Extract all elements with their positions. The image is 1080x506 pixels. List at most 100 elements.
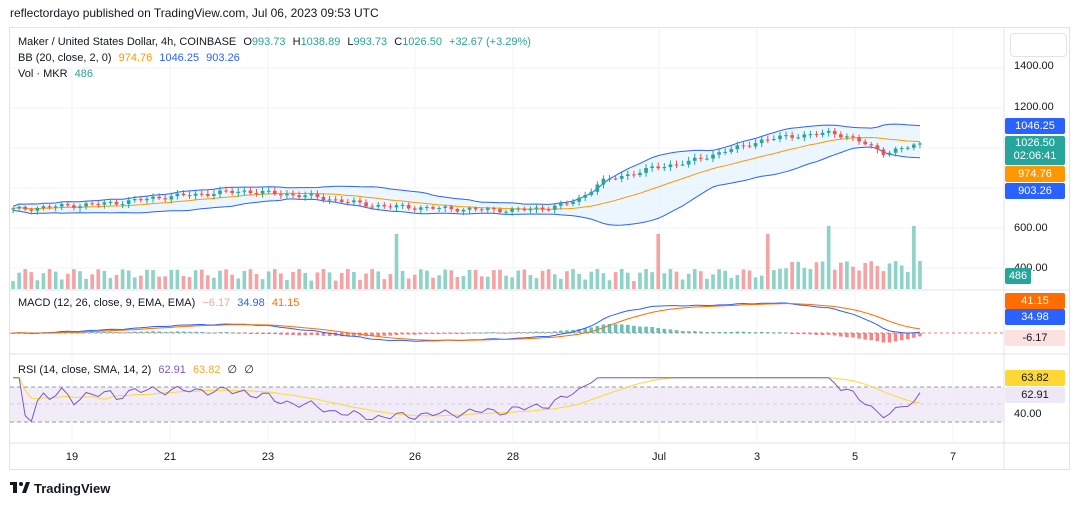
macd-hist-bar — [607, 323, 612, 333]
volume-bar — [601, 273, 606, 289]
volume-bar — [266, 271, 271, 289]
macd-hist-bar — [625, 324, 630, 333]
macd-hist-bar — [218, 332, 222, 334]
volume-bar — [735, 274, 740, 289]
macd-hist-bar — [431, 333, 435, 334]
volume-bar — [467, 269, 472, 289]
volume-bar — [248, 269, 253, 289]
macd-hist-bar — [455, 333, 460, 334]
macd-hist-bar — [723, 332, 728, 334]
tradingview-footer[interactable]: TradingView — [10, 481, 110, 496]
volume-bar — [412, 274, 417, 289]
macd-hist-bar — [96, 332, 101, 334]
macd-hist-bar — [705, 332, 709, 334]
volume-bar — [419, 269, 423, 289]
macd-hist-bar — [303, 333, 308, 336]
candle-body — [668, 164, 673, 168]
rsi-band — [10, 387, 1004, 422]
candle-body — [388, 206, 393, 208]
candle-body — [193, 193, 198, 196]
volume-bar — [114, 274, 119, 289]
volume-bar — [224, 269, 228, 289]
macd-hist-bar — [504, 332, 508, 334]
candle-body — [11, 208, 15, 210]
volume-bar — [212, 277, 216, 289]
candle-body — [534, 207, 539, 209]
macd-hist-value: −6.17 — [202, 297, 231, 309]
symbol-legend[interactable]: Maker / United States Dollar, 4h, COINBA… — [18, 36, 535, 48]
volume-bar — [461, 275, 466, 289]
volume-bar — [406, 278, 411, 289]
volume-bar — [571, 269, 575, 289]
macd-hist-tag: -6.17 — [1005, 330, 1065, 346]
macd-hist-bar — [893, 333, 898, 342]
volume-bar — [552, 274, 557, 289]
candle-body — [41, 206, 46, 208]
volume-bar — [187, 277, 192, 289]
candle-body — [498, 209, 502, 213]
macd-hist-bar — [674, 330, 679, 333]
candle-body — [120, 204, 125, 206]
macd-hist-bar — [601, 324, 606, 333]
macd-legend[interactable]: MACD (12, 26, close, 9, EMA, EMA) −6.17 … — [18, 297, 303, 309]
volume-bar — [260, 279, 265, 289]
candle-body — [680, 164, 685, 166]
candle-body — [674, 164, 679, 166]
macd-hist-bar — [382, 333, 387, 336]
macd-hist-bar — [613, 324, 618, 333]
macd-hist-bar — [839, 333, 843, 337]
macd-hist-bar — [163, 331, 168, 333]
macd-hist-bar — [248, 333, 253, 334]
volume-bar — [364, 273, 368, 289]
volume-bar — [686, 273, 691, 289]
volume-tag: 486 — [1005, 268, 1031, 284]
candle-body — [84, 203, 88, 207]
candle-body — [583, 194, 588, 198]
candle-body — [510, 208, 514, 212]
candle-body — [461, 209, 466, 212]
change-value: +32.67 (+3.29%) — [449, 36, 531, 48]
candle-body — [552, 205, 557, 210]
candle-body — [705, 158, 709, 160]
candle-body — [839, 134, 843, 138]
volume-bar — [437, 275, 441, 289]
candle-body — [132, 199, 137, 201]
macd-hist-bar — [151, 331, 155, 333]
bb-legend[interactable]: BB (20, close, 2, 0) 974.76 1046.25 903.… — [18, 52, 244, 64]
volume-bar — [516, 270, 521, 289]
volume-bar — [802, 267, 807, 289]
macd-hist-bar — [139, 331, 143, 333]
vol-value: 486 — [74, 68, 93, 80]
volume-bar — [674, 271, 679, 289]
chart-settings-box[interactable] — [1010, 33, 1067, 57]
candle-body — [875, 145, 880, 150]
candle-body — [625, 174, 630, 177]
macd-hist-bar — [193, 331, 198, 333]
volume-bar — [540, 270, 545, 289]
candle-body — [644, 167, 648, 173]
macd-hist-bar — [528, 331, 533, 333]
volume-bar — [656, 234, 661, 289]
macd-hist-bar — [394, 333, 399, 336]
candle-body — [236, 191, 241, 193]
last-price-tag: 1026.50 02:06:41 — [1005, 136, 1065, 165]
macd-hist-bar — [352, 333, 356, 336]
candle-body — [327, 199, 332, 201]
volume-bars — [11, 226, 922, 289]
volume-bar — [163, 276, 168, 289]
volume-bar — [96, 269, 101, 289]
vol-legend[interactable]: Vol · MKR 486 — [18, 68, 97, 80]
volume-bar — [845, 261, 849, 289]
volume-bar — [315, 272, 320, 289]
volume-bar — [668, 269, 673, 289]
volume-bar — [169, 269, 174, 289]
volume-bar — [498, 269, 502, 289]
rsi-legend[interactable]: RSI (14, close, SMA, 14, 2) 62.91 63.82 … — [18, 363, 258, 376]
macd-hist-bar — [279, 333, 283, 335]
close-value: C1026.50 — [394, 36, 442, 48]
macd-hist-bar — [266, 333, 271, 334]
candle-body — [820, 132, 825, 136]
candle-body — [419, 207, 423, 210]
volume-bar — [151, 270, 155, 289]
